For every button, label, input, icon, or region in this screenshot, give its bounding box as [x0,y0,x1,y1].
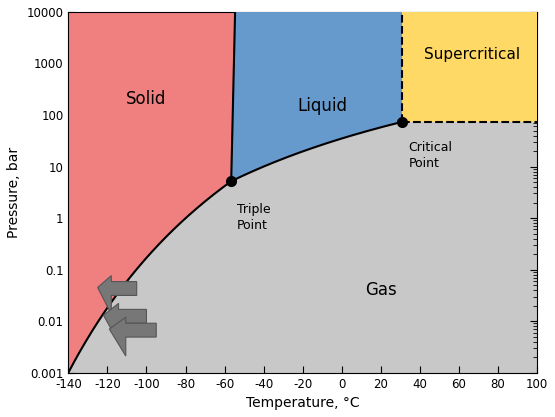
Polygon shape [68,122,537,373]
FancyArrow shape [103,303,147,342]
Y-axis label: Pressure, bar: Pressure, bar [7,147,21,238]
Polygon shape [402,12,537,122]
FancyArrow shape [109,317,156,356]
Polygon shape [68,12,235,373]
Text: Solid: Solid [127,90,166,108]
Text: Liquid: Liquid [297,97,347,115]
Text: Critical
Point: Critical Point [408,141,452,170]
Text: Gas: Gas [365,281,397,299]
FancyArrow shape [98,276,137,314]
Polygon shape [231,12,402,181]
X-axis label: Temperature, °C: Temperature, °C [246,396,360,410]
Text: Triple
Point: Triple Point [237,203,271,232]
Text: Supercritical: Supercritical [425,47,521,62]
